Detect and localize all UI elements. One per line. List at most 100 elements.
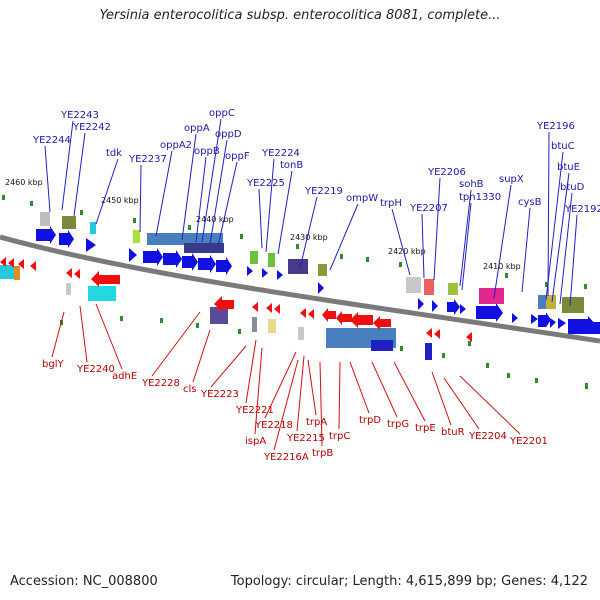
forward-gene-label: YE2225 [246,178,285,189]
reverse-gene-leader [273,359,299,451]
reverse-gene-leader [51,311,65,358]
reverse-gene-label: trpB [312,448,333,459]
reverse-gene-label: btuR [441,427,465,438]
scale-label: 2440 kbp [196,215,234,224]
reverse-gene-leader [349,361,370,414]
forward-gene-leader [265,158,275,253]
reverse-gene-leader [393,361,426,422]
reverse-gene-label: trpE [415,423,436,434]
forward-gene-leader [459,189,472,287]
reverse-gene-leader [338,361,341,430]
reverse-gene-leader [431,371,452,426]
reverse-gene-leader [95,303,123,370]
forward-gene-label: tdk [106,148,122,159]
forward-gene-leader [61,120,74,211]
reverse-gene-label: ispA [245,436,266,447]
forward-gene-leader [139,164,142,233]
forward-gene-label: YE2196 [536,121,575,132]
forward-gene-label: btuC [551,141,575,152]
forward-gene-label: YE2224 [261,148,300,159]
scale-label: 2460 kbp [5,178,43,187]
reverse-gene-leader [307,359,317,416]
forward-gene-leader [433,177,441,281]
forward-gene-leader [181,133,197,241]
forward-gene-leader [209,139,228,245]
reverse-gene-label: cls [183,384,197,395]
forward-gene-leader [201,118,222,243]
forward-gene-label: YE2207 [409,203,448,214]
reverse-gene-label: YE2216A [263,452,309,463]
reverse-gene-leader [245,339,257,404]
forward-gene-label: YE2244 [32,135,71,146]
reverse-gene-label: adhE [112,371,137,382]
scale-labels: 2460 kbp 2450 kbp 2440 kbp 2430 kbp 2420 kbp… [5,178,521,271]
reverse-gene-label: bglY [42,359,64,370]
feature-blocks [0,212,584,360]
forward-gene-leader [217,161,238,247]
forward-gene-label: sohB [459,179,484,190]
forward-gene-leader [73,132,86,217]
reverse-gene-label: YE2240 [76,364,115,375]
scale-label: 2410 kbp [483,262,521,271]
reverse-gene-label: YE2228 [141,378,180,389]
genome-backbone [0,234,600,344]
reverse-gene-label: YE2215 [286,433,325,444]
forward-gene-label: tonB [280,160,303,171]
map-title: Yersinia enterocolitica subsp. enterocol… [99,8,501,23]
forward-gene-label: btuD [560,182,585,193]
forward-gene-label: tpn1330 [459,192,501,203]
reverse-gene-leader [319,361,323,447]
forward-gene-label: oppA2 [160,140,192,151]
forward-gene-leader [559,192,573,305]
forward-gene-leader [155,150,173,237]
reverse-gene-label: YE2204 [468,431,507,442]
forward-gene-leader [461,202,472,291]
forward-gene-label: YE2243 [60,110,99,121]
forward-gene-label: oppC [209,108,235,119]
forward-gene-label: cysB [518,197,542,208]
reverse-gene-label: YE2218 [254,420,293,431]
scale-label: 2450 kbp [101,196,139,205]
reverse-gene-label: YE2201 [509,436,548,447]
forward-gene-leader [545,151,564,301]
forward-gene-label: YE2242 [72,122,111,133]
forward-gene-label: YE2206 [427,167,466,178]
reverse-gene-label: trpA [306,417,327,428]
reverse-gene-leader [210,345,247,388]
forward-gene-label: oppB [194,146,220,157]
reverse-gene-leader [443,377,480,430]
forward-arrows [36,226,600,334]
reverse-arrows [0,257,472,342]
reverse-gene-leader [79,305,88,363]
forward-gene-leader [95,158,119,225]
reverse-gene-leader [296,355,305,432]
forward-gene-label: oppF [225,151,250,162]
reverse-gene-leader [192,329,211,383]
reverse-gene-leader [254,347,263,435]
forward-gene-label: btuE [557,162,580,173]
forward-gene-label: oppA [184,123,210,134]
reverse-gene-leader [371,361,398,418]
forward-gene-label: oppD [215,129,242,140]
forward-gene-label: YE2237 [128,154,167,165]
forward-gene-leader [521,207,531,293]
reverse-gene-label: trpD [359,415,381,426]
forward-gene-label: trpH [380,198,402,209]
forward-gene-leader [329,203,359,271]
scale-label: 2430 kbp [290,233,328,242]
reverse-gene-label: trpC [329,431,350,442]
forward-gene-leader [493,184,512,299]
forward-gene-leader [277,170,293,255]
forward-gene-leader [299,196,318,269]
reverse-gene-label: trpG [387,419,409,430]
forward-gene-leader [258,188,263,249]
reverse-gene-leader [264,351,297,419]
forward-gene-leader [551,172,570,303]
forward-gene-leader [569,214,578,307]
forward-gene-label: YE2219 [304,186,343,197]
forward-gene-label: YE2192 [564,204,600,215]
accession-label: Accession: NC_008800 [10,574,158,589]
